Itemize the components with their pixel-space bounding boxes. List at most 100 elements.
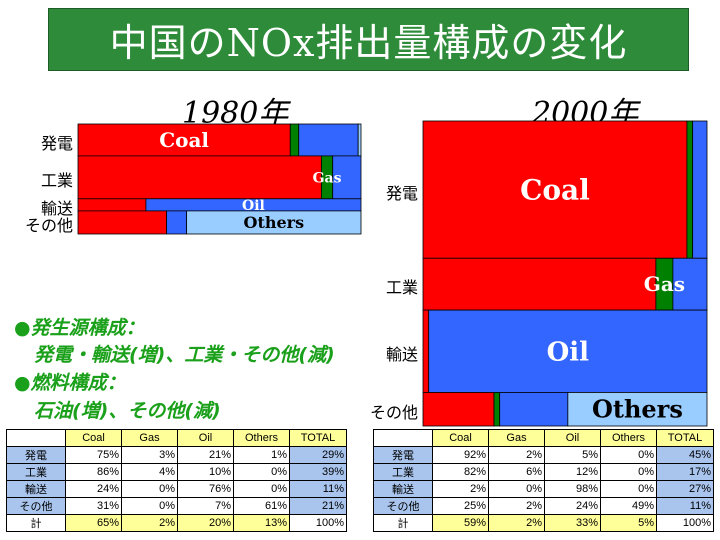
table-row-label: 発電 (373, 446, 433, 464)
table-cell: 82% (432, 463, 489, 481)
table-cell: 12% (544, 463, 601, 481)
table-total-cell: 29% (289, 446, 347, 464)
table-cell: 2% (121, 514, 178, 532)
table-cell: 0% (233, 463, 290, 481)
table-cell: 25% (432, 497, 489, 515)
segment-0-0-coal (77, 123, 291, 157)
segment-1-0-coal (422, 120, 688, 259)
table-cell: 2% (432, 480, 489, 498)
label-1-others: Others (592, 395, 683, 424)
row-label-1-0: 発電 (385, 183, 418, 203)
table-cell: 13% (233, 514, 290, 532)
label-0-gas: Gas (313, 170, 342, 186)
table-total-cell: 100% (289, 514, 347, 532)
table-row-label: 工業 (373, 463, 433, 481)
table-total-cell: 100% (656, 514, 714, 532)
label-1-oil: Oil (547, 337, 590, 367)
table-header-coal: Coal (65, 429, 122, 447)
table-header-others: Others (600, 429, 657, 447)
table-row-label: 工業 (6, 463, 66, 481)
note-fuel-heading: ●燃料構成： (14, 372, 126, 394)
table-cell: 0% (121, 497, 178, 515)
segment-1-2-coal (422, 309, 430, 393)
row-label-1-3: その他 (369, 403, 418, 423)
label-1-coal: Coal (520, 173, 590, 206)
table-total-cell: 39% (289, 463, 347, 481)
table-cell: 75% (65, 446, 122, 464)
table-cell: 4% (121, 463, 178, 481)
table-cell: 98% (544, 480, 601, 498)
table-row: 輸送 24% 0% 76% 0% 11% (6, 480, 347, 498)
note-source-detail: 発電・輸送(増)、工業・その他(減) (34, 344, 335, 366)
table-total-cell: 21% (289, 497, 347, 515)
table-cell: 2% (488, 514, 545, 532)
table-corner (373, 429, 433, 447)
note-source-heading: ●発生源構成： (14, 317, 145, 339)
table-cell: 0% (233, 480, 290, 498)
segment-0-3-others (186, 210, 362, 235)
table-row: 計 59% 2% 33% 5% 100% (373, 514, 714, 532)
table-cell: 0% (600, 463, 657, 481)
table-cell: 5% (600, 514, 657, 532)
table-cell: 20% (177, 514, 234, 532)
row-label-0-2: 輸送 (40, 198, 73, 218)
segment-1-3-oil (499, 392, 569, 427)
table-row-label: その他 (6, 497, 66, 515)
table-cell: 2% (488, 446, 545, 464)
table-row-label: 輸送 (373, 480, 433, 498)
table-2000: Coal Gas Oil Others TOTAL 発電 92% 2% 5% 0% 45% 工業 82%… (373, 429, 714, 532)
segment-1-1-oil (672, 257, 708, 311)
table-row: 工業 82% 6% 12% 0% 17% (373, 463, 714, 481)
table-header-total: TOTAL (289, 429, 347, 447)
table-header-total: TOTAL (656, 429, 714, 447)
label-1-gas: Gas (644, 272, 685, 296)
segment-1-0-gas (686, 120, 694, 259)
table-cell: 7% (177, 497, 234, 515)
table-row-label: 計 (6, 514, 66, 532)
segment-1-3-coal (422, 392, 495, 427)
segment-1-3-others (567, 392, 708, 427)
table-row: その他 25% 2% 24% 49% 11% (373, 497, 714, 515)
table-row-label: 計 (373, 514, 433, 532)
segment-1-2-oil (428, 309, 708, 393)
table-cell: 10% (177, 463, 234, 481)
table-cell: 86% (65, 463, 122, 481)
table-cell: 24% (544, 497, 601, 515)
note-fuel-detail: 石油(増)、その他(減) (34, 400, 221, 422)
table-cell: 0% (600, 446, 657, 464)
table-total-cell: 11% (656, 497, 714, 515)
table-row-label: その他 (373, 497, 433, 515)
table-corner (6, 429, 66, 447)
segment-0-1-oil (332, 155, 362, 200)
row-label-1-2: 輸送 (385, 345, 418, 365)
table-header-oil: Oil (177, 429, 234, 447)
row-label-1-1: 工業 (385, 278, 418, 298)
table-header-oil: Oil (544, 429, 601, 447)
segment-0-0-oil (298, 123, 359, 157)
table-cell: 76% (177, 480, 234, 498)
table-cell: 0% (600, 480, 657, 498)
table-cell: 0% (488, 480, 545, 498)
table-header-others: Others (233, 429, 290, 447)
table-cell: 49% (600, 497, 657, 515)
table-cell: 21% (177, 446, 234, 464)
label-0-others: Others (244, 213, 305, 232)
row-label-0-0: 発電 (40, 133, 73, 153)
table-1980: Coal Gas Oil Others TOTAL 発電 75% 3% 21% 1% 29% 工業 86… (6, 429, 347, 532)
page-title: 中国のNOx排出量構成の変化 (48, 8, 689, 71)
table-row: 計 65% 2% 20% 13% 100% (6, 514, 347, 532)
table-row-label: 発電 (6, 446, 66, 464)
table-cell: 61% (233, 497, 290, 515)
table-cell: 3% (121, 446, 178, 464)
table-row-label: 輸送 (6, 480, 66, 498)
table-header-gas: Gas (488, 429, 545, 447)
segment-0-1-coal (77, 155, 322, 200)
table-row: 工業 86% 4% 10% 0% 39% (6, 463, 347, 481)
table-cell: 6% (488, 463, 545, 481)
label-0-oil: Oil (242, 198, 265, 214)
table-total-cell: 27% (656, 480, 714, 498)
table-cell: 5% (544, 446, 601, 464)
table-cell: 59% (432, 514, 489, 532)
